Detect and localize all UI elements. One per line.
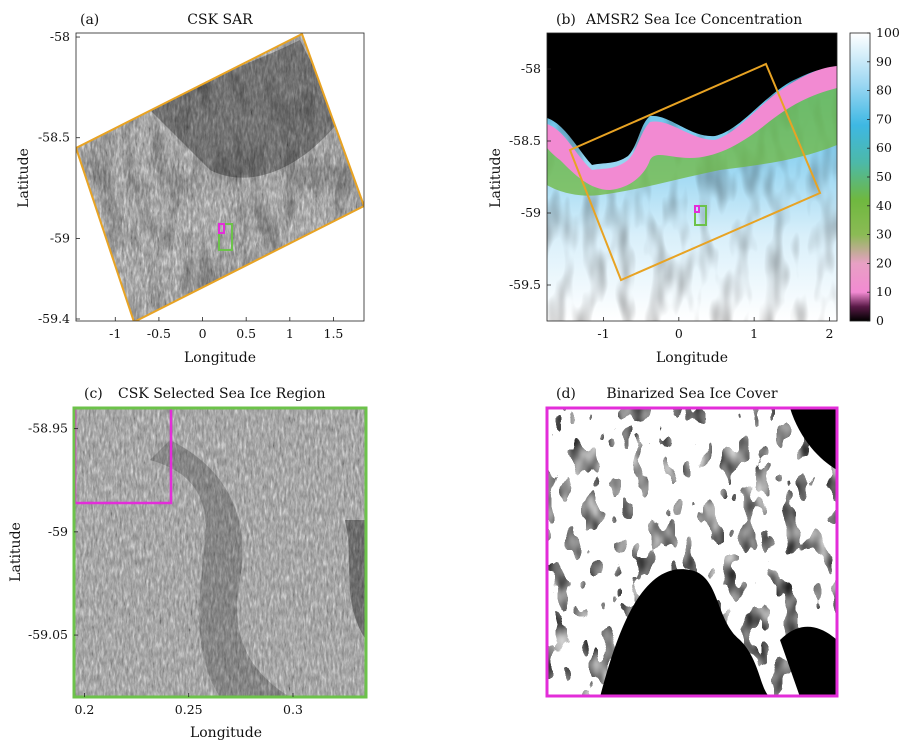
panel-b-title: AMSR2 Sea Ice Concentration xyxy=(585,12,802,28)
selection-box-magenta xyxy=(694,205,700,213)
colorbar-tick-label: 40 xyxy=(876,198,892,213)
y-tick-label: -59 xyxy=(50,230,70,245)
x-tick-label: 0 xyxy=(675,326,683,341)
x-tick-label: -1 xyxy=(109,326,121,341)
colorbar-tick-label: 60 xyxy=(876,140,892,155)
panel-b-ticks: -1 0 1 2 -58 -58.5 -59 -59.5 xyxy=(509,61,834,341)
x-tick-label: 1.5 xyxy=(324,326,344,341)
panel-a-ticks: -1 -0.5 0 0.5 1 1.5 -58 -58.5 -59 -59.4 xyxy=(38,29,343,341)
frame-magenta xyxy=(545,406,839,698)
selection-box-green xyxy=(694,205,707,226)
swath-outline xyxy=(76,33,364,321)
x-tick-label: 0 xyxy=(199,326,207,341)
x-tick-label: 0.3 xyxy=(283,702,303,717)
selection-box-green xyxy=(218,223,233,251)
colorbar-tick-label: 70 xyxy=(876,111,892,126)
colorbar-tick-label: 0 xyxy=(876,313,884,328)
binarized-ice-map xyxy=(547,408,837,696)
x-tick-label: 0.5 xyxy=(236,326,256,341)
y-tick-label: -58.95 xyxy=(28,421,68,436)
colorbar-tick-label: 90 xyxy=(876,54,892,69)
panel-a-ylabel: Latitude xyxy=(16,148,32,208)
y-tick-label: -58 xyxy=(521,61,541,76)
panel-b-label: (b) xyxy=(556,12,576,28)
y-tick-label: -58 xyxy=(50,29,70,44)
x-tick-label: 1 xyxy=(286,326,294,341)
colorbar-tick-label: 10 xyxy=(876,284,892,299)
panel-c-title: CSK Selected Sea Ice Region xyxy=(118,386,326,402)
colorbar-tick-label: 100 xyxy=(876,25,900,40)
x-tick-label: 0.2 xyxy=(74,702,94,717)
x-tick-label: 0.25 xyxy=(175,702,203,717)
panel-a-title: CSK SAR xyxy=(187,12,253,28)
y-tick-label: -59.4 xyxy=(38,311,70,326)
colorbar-tick-label: 20 xyxy=(876,255,892,270)
y-tick-label: -59.5 xyxy=(509,277,541,292)
panel-a: -1 -0.5 0 0.5 1 1.5 -58 -58.5 -59 -59.4 (a) CSK S… xyxy=(16,12,365,366)
panel-c-ticks: 0.2 0.25 0.3 -58.95 -59 -59.05 xyxy=(28,421,303,717)
y-tick-label: -58.5 xyxy=(38,130,70,145)
colorbar-tick-label: 50 xyxy=(876,169,892,184)
x-tick-label: 2 xyxy=(825,326,833,341)
y-tick-label: -59.05 xyxy=(28,627,68,642)
colorbar-tick-label: 80 xyxy=(876,83,892,98)
ice-concentration-map xyxy=(547,33,837,321)
sar-zoom-image xyxy=(74,408,366,697)
x-tick-label: 1 xyxy=(750,326,758,341)
panel-a-label: (a) xyxy=(80,12,99,28)
y-tick-label: -59 xyxy=(521,205,541,220)
selection-box-magenta xyxy=(218,223,225,234)
y-tick-label: -58.5 xyxy=(509,133,541,148)
x-tick-label: -1 xyxy=(597,326,609,341)
x-tick-label: -0.5 xyxy=(147,326,171,341)
panel-c: 0.2 0.25 0.3 -58.95 -59 -59.05 (c) CSK Select… xyxy=(8,386,368,741)
panel-b-ylabel: Latitude xyxy=(488,148,504,208)
panel-d: (d) Binarized Sea Ice Cover xyxy=(545,386,839,698)
panel-a-xlabel: Longitude xyxy=(184,350,256,366)
panel-d-label: (d) xyxy=(556,386,576,402)
frame-green xyxy=(72,406,368,699)
swath-outline xyxy=(568,62,822,282)
panel-c-ylabel: Latitude xyxy=(8,522,24,582)
y-tick-label: -59 xyxy=(48,524,68,539)
panel-c-label: (c) xyxy=(84,386,103,402)
panel-b-xlabel: Longitude xyxy=(656,350,728,366)
colorbar-tick-label: 30 xyxy=(876,227,892,242)
panel-c-xlabel: Longitude xyxy=(190,725,262,741)
panel-d-title: Binarized Sea Ice Cover xyxy=(606,386,777,402)
